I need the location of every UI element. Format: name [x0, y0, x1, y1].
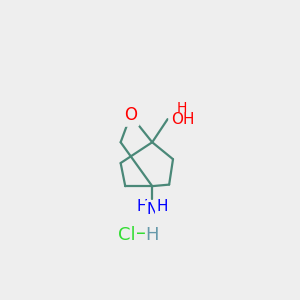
Text: H: H	[136, 200, 148, 214]
Text: H: H	[146, 226, 159, 244]
Text: Cl: Cl	[118, 226, 136, 244]
Text: H: H	[176, 101, 187, 116]
Text: –: –	[136, 224, 146, 243]
Text: O: O	[124, 106, 137, 124]
Text: H: H	[157, 200, 168, 214]
Text: N: N	[146, 202, 158, 217]
Text: OH: OH	[171, 112, 194, 127]
